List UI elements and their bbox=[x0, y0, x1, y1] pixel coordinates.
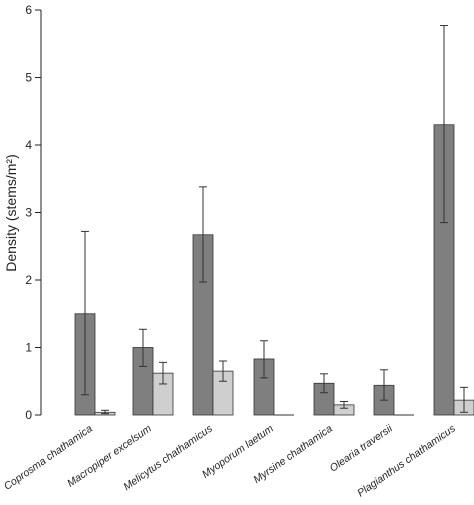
y-tick-label: 3 bbox=[25, 206, 32, 220]
y-tick-label: 0 bbox=[25, 408, 32, 422]
y-axis: 0 1 2 3 4 5 6 bbox=[25, 3, 42, 422]
y-tick-label: 4 bbox=[25, 138, 32, 152]
y-tick-label: 5 bbox=[25, 71, 32, 85]
error-bars bbox=[81, 25, 468, 415]
x-category-label: Olearia traversii bbox=[328, 422, 396, 474]
y-axis-title: Density (stems/m²) bbox=[3, 154, 19, 271]
y-tick-label: 2 bbox=[25, 273, 32, 287]
y-tick-label: 1 bbox=[25, 341, 32, 355]
y-tick-label: 6 bbox=[25, 3, 32, 17]
bars bbox=[74, 124, 474, 416]
